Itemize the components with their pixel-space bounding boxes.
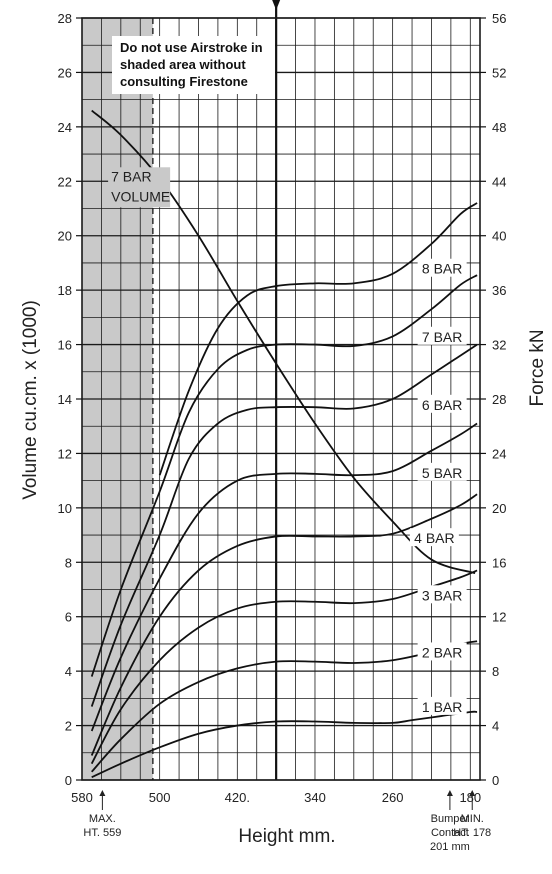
y-right-tick-label: 36 xyxy=(492,283,506,298)
series-label-bg xyxy=(409,528,459,547)
y-right-tick-label: 24 xyxy=(492,446,506,461)
height-markers: MAX. HT. 559 Bumper Contact 201 mm MIN. HT. 17… xyxy=(83,790,491,853)
notice-box: Do not use Airstroke in shaded area with… xyxy=(112,36,275,94)
notice-background xyxy=(112,36,275,94)
y-left-tick-label: 22 xyxy=(58,174,72,189)
series-label: 4 BAR xyxy=(414,530,454,546)
marker-label: HT. 559 xyxy=(83,827,121,839)
tick-labels: 0246810121416182022242628048121620242832… xyxy=(58,11,507,805)
y-right-tick-label: 56 xyxy=(492,11,506,26)
marker-label: HT. 178 xyxy=(453,827,491,839)
series-label-bg xyxy=(417,696,467,715)
series-line-7-bar xyxy=(90,274,478,677)
y-left-tick-label: 26 xyxy=(58,65,72,80)
y-left-tick-label: 14 xyxy=(58,392,72,407)
series-line-6-bar xyxy=(90,343,478,707)
series-line-1-bar xyxy=(91,710,478,779)
series-label: 5 BAR xyxy=(422,465,462,481)
x-axis-title: Height mm. xyxy=(238,826,335,847)
series-label-bg xyxy=(417,462,467,481)
marker-label: 201 mm xyxy=(430,841,470,853)
y-axis-left-title: Volume cu.cm. x (1000) xyxy=(20,300,41,500)
notice-line-1: Do not use Airstroke in xyxy=(120,40,263,55)
series-label: VOLUME xyxy=(111,188,170,204)
series-label: 3 BAR xyxy=(422,587,462,603)
y-left-tick-label: 8 xyxy=(65,555,72,570)
marker-label: Bumper xyxy=(431,813,470,825)
series-line-5-bar xyxy=(90,422,478,732)
marker-arrow-head xyxy=(446,790,453,796)
y-left-tick-label: 16 xyxy=(58,338,72,353)
y-left-tick-label: 20 xyxy=(58,229,72,244)
y-left-tick-label: 2 xyxy=(65,719,72,734)
notice-line-2: shaded area without xyxy=(120,57,246,72)
y-left-tick-label: 12 xyxy=(58,446,72,461)
y-right-tick-label: 52 xyxy=(492,65,506,80)
y-right-tick-label: 16 xyxy=(492,555,506,570)
y-right-tick-label: 28 xyxy=(492,392,506,407)
y-left-tick-label: 0 xyxy=(65,773,72,788)
curves xyxy=(90,109,478,779)
y-right-tick-label: 4 xyxy=(492,719,499,734)
y-right-tick-label: 12 xyxy=(492,610,506,625)
curve-labels: 1 BAR 2 BAR 3 BAR 4 BAR 5 BAR 6 BAR 7 BAR 8 BAR… xyxy=(108,167,467,715)
x-tick-label: 580 xyxy=(71,790,93,805)
x-tick-label: 260 xyxy=(382,790,404,805)
x-tick-label: 340 xyxy=(304,790,326,805)
marker-label: Contact xyxy=(431,827,469,839)
notice-line-3: consulting Firestone xyxy=(120,74,248,89)
y-left-tick-label: 24 xyxy=(58,120,72,135)
y-right-tick-label: 32 xyxy=(492,338,506,353)
y-right-tick-label: 20 xyxy=(492,501,506,516)
series-line-4-bar xyxy=(90,493,478,756)
y-right-tick-label: 48 xyxy=(492,120,506,135)
series-label-bg xyxy=(417,585,467,604)
series-label-bg xyxy=(417,642,467,661)
y-right-tick-label: 44 xyxy=(492,174,506,189)
y-left-tick-label: 4 xyxy=(65,664,72,679)
y-left-tick-label: 28 xyxy=(58,11,72,26)
y-left-tick-label: 6 xyxy=(65,610,72,625)
series-label: 2 BAR xyxy=(422,644,462,660)
series-label: 6 BAR xyxy=(422,397,462,413)
series-label-bg xyxy=(417,394,467,413)
x-tick-label: 420. xyxy=(225,790,250,805)
y-right-tick-label: 40 xyxy=(492,229,506,244)
marker-arrow-head xyxy=(469,790,476,796)
series-label: 8 BAR xyxy=(422,261,462,277)
y-right-tick-label: 8 xyxy=(492,664,499,679)
series-label-bg xyxy=(108,167,171,208)
y-right-tick-label: 0 xyxy=(492,773,499,788)
series-line-8-bar xyxy=(158,202,478,476)
marker-arrow-head xyxy=(99,790,106,796)
series-label-bg xyxy=(417,326,467,345)
series-label: 7 BAR xyxy=(111,168,151,184)
series-label-bg xyxy=(417,258,467,277)
marker-label: MAX. xyxy=(89,813,116,825)
marker-label: MIN. xyxy=(461,813,484,825)
series-label: 1 BAR xyxy=(422,699,462,715)
reference-arrow xyxy=(272,0,281,10)
y-axis-right-title: Force kN xyxy=(527,329,548,406)
series-label: 7 BAR xyxy=(422,329,462,345)
y-left-tick-label: 18 xyxy=(58,283,72,298)
x-tick-label: 180 xyxy=(459,790,481,805)
y-left-tick-label: 10 xyxy=(58,501,72,516)
x-tick-label: 500 xyxy=(149,790,171,805)
